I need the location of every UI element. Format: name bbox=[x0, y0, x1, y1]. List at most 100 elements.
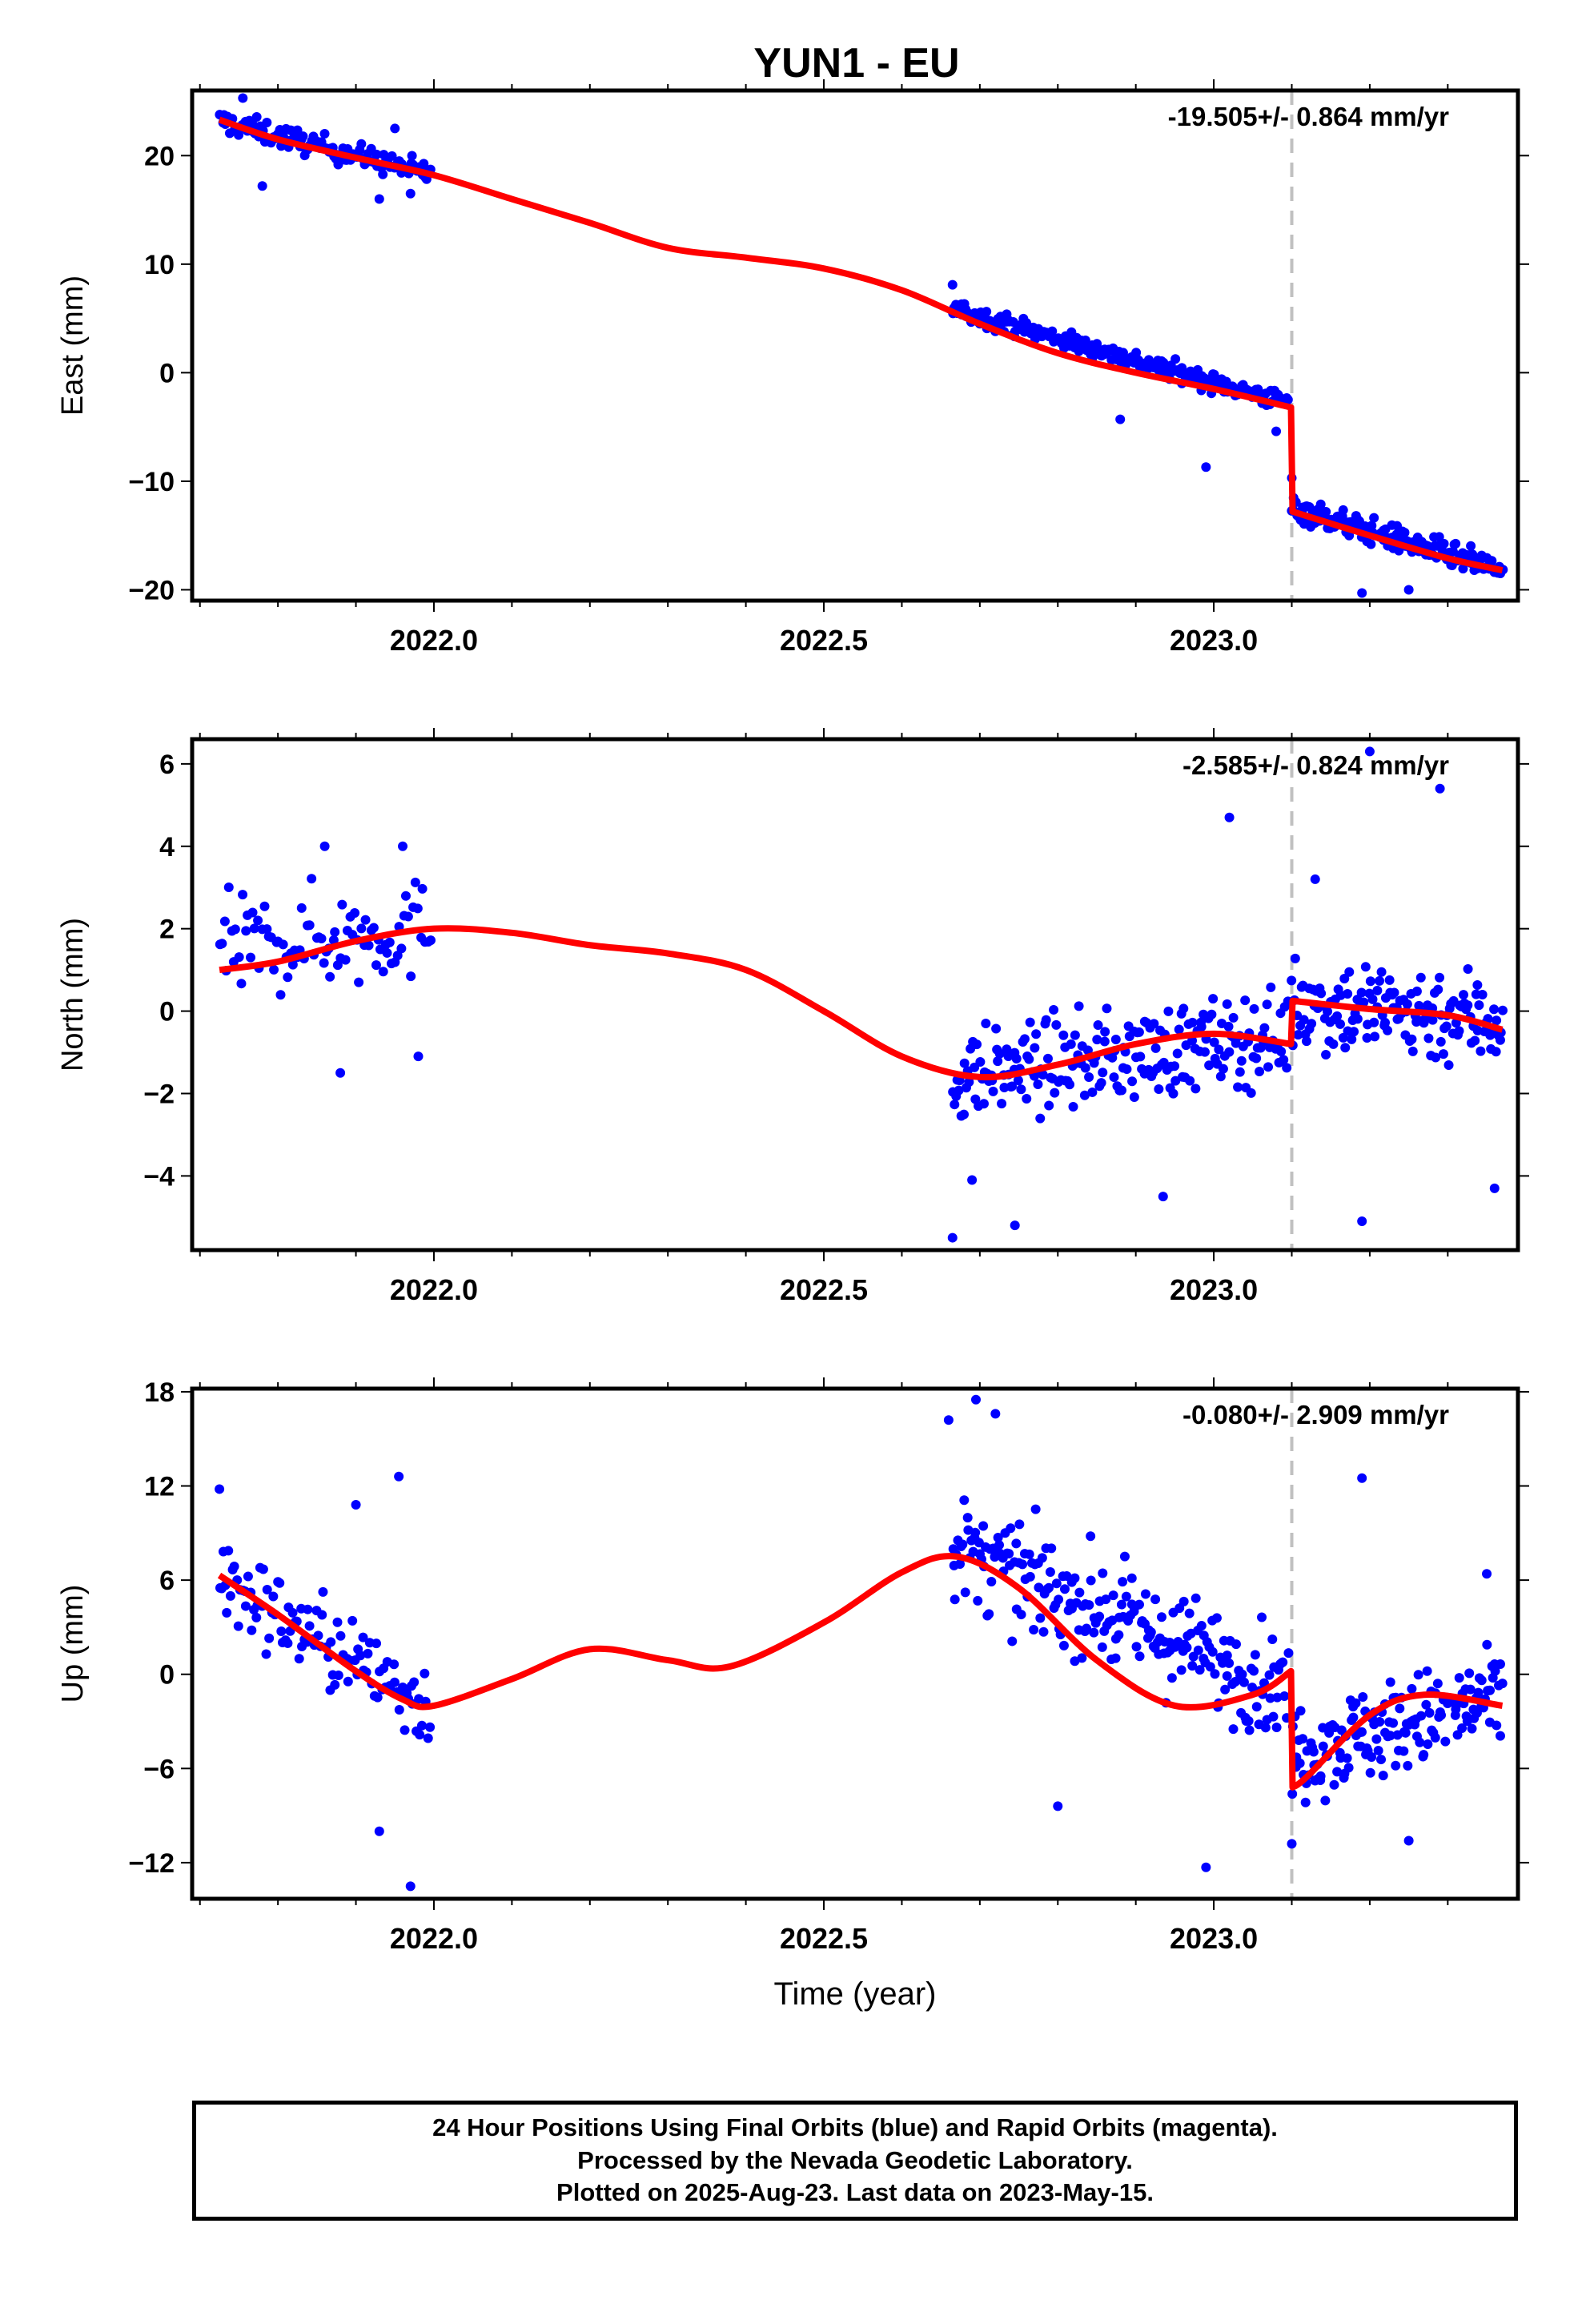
data-point bbox=[1415, 972, 1426, 983]
data-point bbox=[1367, 1752, 1377, 1763]
data-point bbox=[1357, 1727, 1367, 1737]
data-point bbox=[1454, 1026, 1464, 1036]
data-point bbox=[363, 940, 374, 951]
data-point bbox=[1371, 1734, 1382, 1744]
data-point bbox=[1050, 1088, 1060, 1098]
panel-north: 6 4 2 0 −2 −4 2022.0 2022.5 2023.0 North (mm) -2.5… bbox=[56, 728, 1529, 1306]
data-point bbox=[335, 1068, 346, 1078]
data-point bbox=[1077, 1653, 1087, 1663]
data-point bbox=[973, 1595, 983, 1606]
data-point bbox=[1489, 1183, 1500, 1193]
panel-up: 18 12 6 0 −6 −12 2022.0 2022.5 2023.0 Up (mm) Time… bbox=[56, 1377, 1529, 2012]
plot-area bbox=[215, 739, 1508, 1250]
data-point bbox=[1497, 1679, 1508, 1689]
data-point bbox=[278, 939, 288, 950]
data-point bbox=[1328, 1039, 1339, 1049]
data-point bbox=[1114, 1630, 1124, 1640]
data-point bbox=[229, 1562, 239, 1572]
data-point bbox=[413, 1051, 424, 1062]
data-point bbox=[1131, 348, 1142, 358]
data-point bbox=[1431, 1052, 1441, 1063]
data-point bbox=[238, 93, 248, 103]
data-point bbox=[394, 1471, 404, 1482]
data-point bbox=[1395, 1703, 1405, 1714]
data-point bbox=[984, 1609, 994, 1619]
data-point bbox=[1315, 1771, 1326, 1781]
data-point bbox=[1224, 812, 1235, 822]
caption-line-processor: Processed by the Nevada Geodetic Laborat… bbox=[577, 2145, 1133, 2174]
data-point bbox=[993, 1056, 1003, 1067]
data-point bbox=[1119, 1551, 1130, 1562]
data-point bbox=[1146, 1627, 1156, 1638]
data-point bbox=[1422, 1666, 1432, 1676]
data-point bbox=[1150, 1043, 1161, 1053]
data-point bbox=[1343, 1763, 1354, 1773]
data-point bbox=[1033, 1080, 1043, 1090]
data-point bbox=[1122, 1064, 1132, 1075]
data-point bbox=[970, 1394, 981, 1405]
data-point bbox=[1414, 1000, 1424, 1011]
data-point bbox=[215, 1484, 225, 1494]
data-point bbox=[1126, 1573, 1137, 1583]
data-point bbox=[1440, 1736, 1451, 1747]
data-point bbox=[1320, 1795, 1331, 1806]
data-point bbox=[223, 883, 234, 893]
data-point bbox=[1433, 984, 1443, 995]
data-point bbox=[1495, 1731, 1505, 1741]
data-point bbox=[1347, 1034, 1357, 1044]
data-point bbox=[1465, 1684, 1476, 1695]
data-point bbox=[1492, 1015, 1502, 1026]
data-point bbox=[358, 1632, 368, 1642]
data-point bbox=[326, 1637, 336, 1647]
data-point bbox=[1435, 972, 1445, 983]
data-point bbox=[298, 131, 308, 142]
data-point bbox=[354, 977, 364, 987]
x-tick-label: 2022.5 bbox=[780, 1922, 868, 1955]
data-point bbox=[1490, 1666, 1500, 1676]
y-tick-label: 20 bbox=[144, 141, 175, 171]
data-point bbox=[406, 971, 416, 982]
data-point bbox=[1376, 967, 1387, 977]
data-point bbox=[425, 935, 436, 946]
data-point bbox=[420, 1668, 430, 1679]
data-point bbox=[1215, 1072, 1226, 1082]
data-point bbox=[351, 1500, 361, 1510]
data-point bbox=[1432, 1679, 1443, 1689]
data-point bbox=[955, 1558, 966, 1569]
data-point bbox=[1007, 1081, 1018, 1092]
data-point bbox=[371, 960, 381, 971]
data-point bbox=[1102, 1003, 1112, 1014]
y-tick-label: 0 bbox=[159, 997, 175, 1027]
data-point bbox=[967, 1175, 978, 1185]
data-point bbox=[1158, 1057, 1169, 1068]
data-point bbox=[319, 958, 329, 968]
data-point bbox=[1259, 1023, 1270, 1033]
data-point bbox=[1196, 1621, 1207, 1631]
data-point bbox=[1092, 339, 1102, 349]
data-point bbox=[1030, 1504, 1041, 1514]
data-point bbox=[1316, 988, 1327, 999]
data-point bbox=[1154, 1084, 1164, 1094]
data-point bbox=[257, 181, 267, 191]
data-point bbox=[1127, 1076, 1138, 1087]
data-point bbox=[1035, 1113, 1046, 1124]
data-point bbox=[1430, 1732, 1440, 1743]
data-point bbox=[1257, 1612, 1267, 1622]
data-point bbox=[1413, 1670, 1423, 1680]
data-point bbox=[1373, 1745, 1383, 1755]
y-axis-label: Up (mm) bbox=[56, 1585, 90, 1703]
plot-area bbox=[215, 1389, 1508, 1899]
data-point bbox=[1357, 1216, 1367, 1226]
data-point bbox=[1476, 1046, 1486, 1056]
data-point bbox=[240, 1601, 251, 1611]
data-point bbox=[1473, 1687, 1484, 1698]
data-point bbox=[1383, 1025, 1393, 1035]
data-point bbox=[1495, 1659, 1505, 1670]
data-point bbox=[993, 1532, 1003, 1542]
data-point bbox=[328, 935, 339, 946]
data-point bbox=[1492, 1720, 1502, 1731]
data-point bbox=[241, 926, 251, 936]
data-point bbox=[964, 1077, 974, 1088]
data-point bbox=[959, 1109, 970, 1120]
data-point bbox=[1365, 976, 1375, 987]
